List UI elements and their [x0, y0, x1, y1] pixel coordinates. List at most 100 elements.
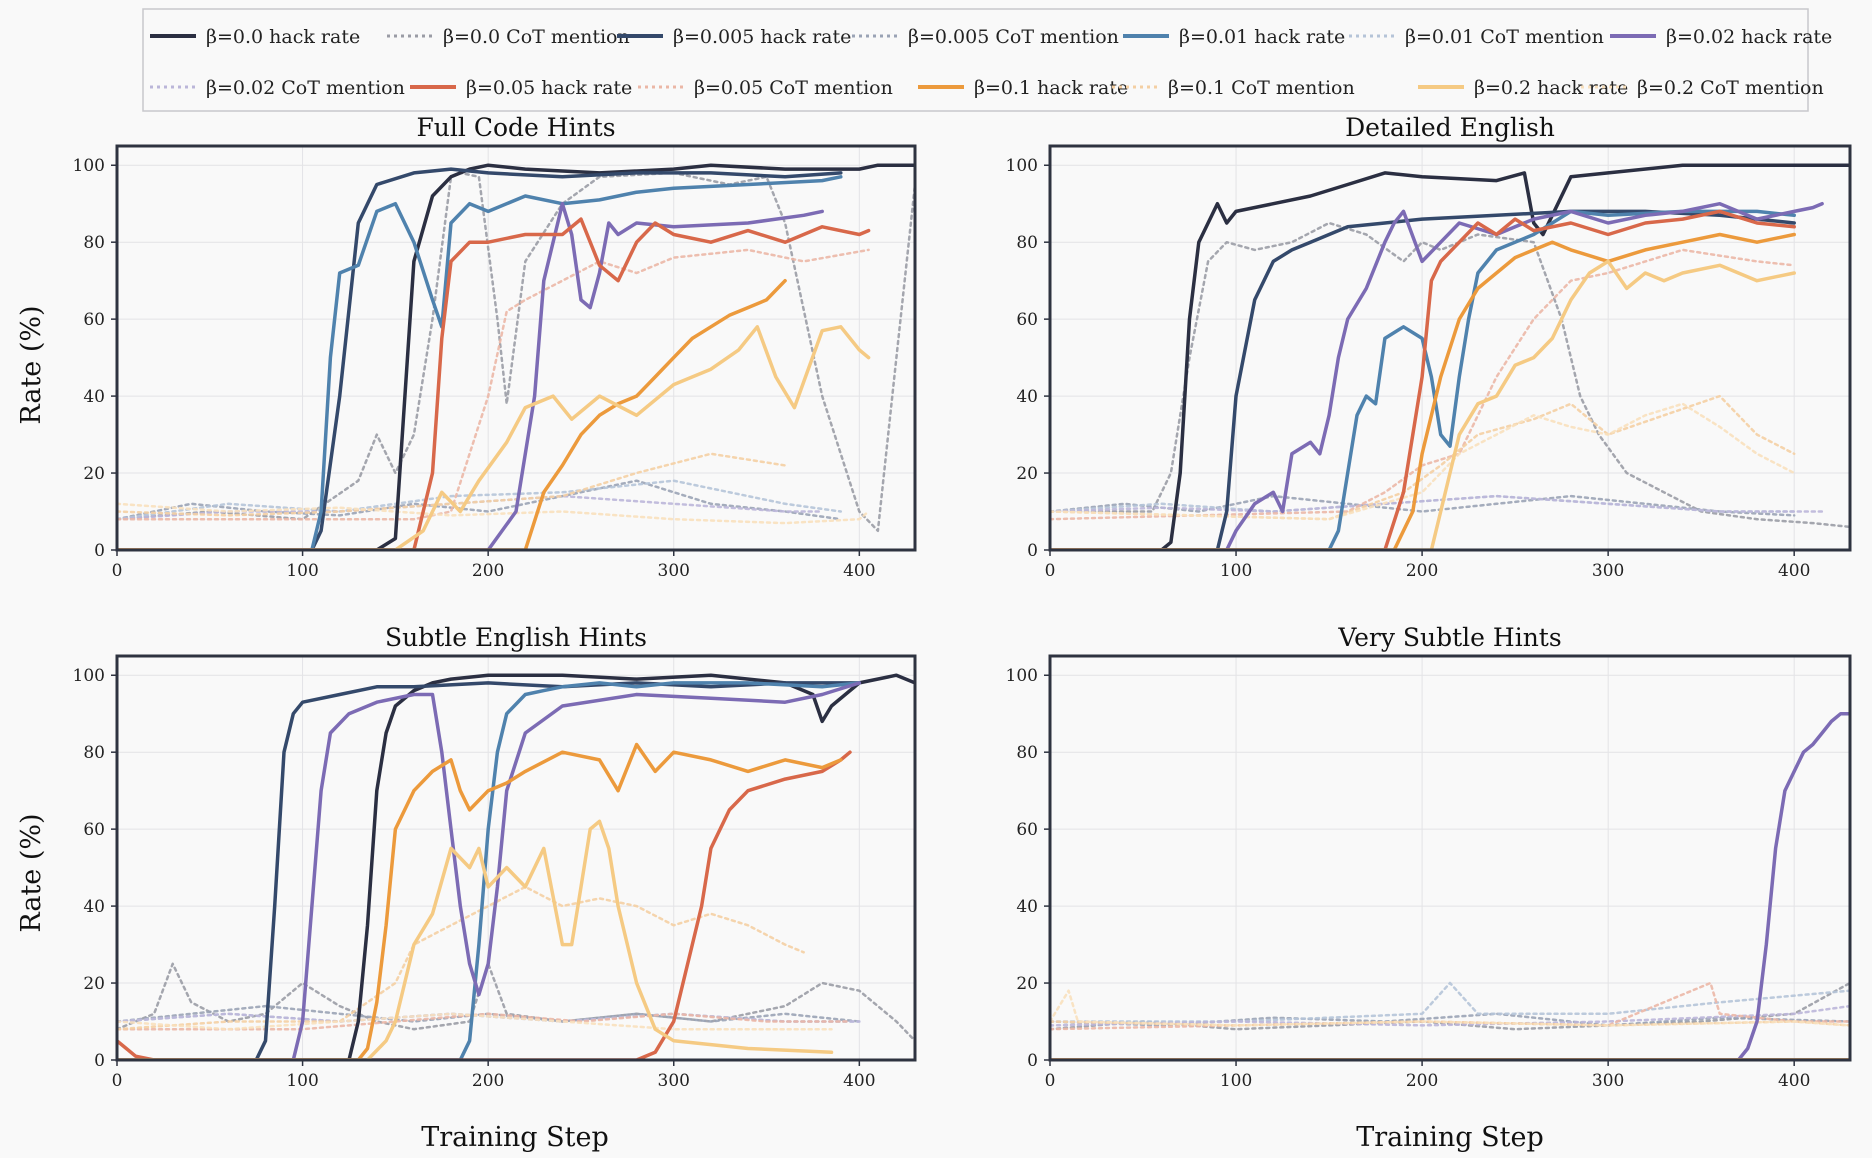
y-tick-label: 100: [73, 156, 105, 176]
y-tick-label: 80: [1016, 233, 1038, 253]
legend-label: β=0.01 CoT mention: [1405, 26, 1604, 48]
series-line--0-0-hack-rate: [117, 673, 915, 1060]
series-line--0-0-hack-rate: [117, 163, 915, 550]
series-line--0-1-hack-rate: [117, 742, 843, 1060]
x-tick-label: 100: [286, 561, 318, 581]
legend-label: β=0.0 CoT mention: [443, 26, 630, 48]
series-line--0-2-cot-mention: [117, 1012, 833, 1031]
series-line--0-02-hack-rate: [117, 681, 862, 1060]
panel-title: Full Code Hints: [416, 113, 615, 142]
legend-label: β=0.02 CoT mention: [206, 77, 405, 99]
legend-label: β=0.1 hack rate: [974, 77, 1128, 99]
x-tick-label: 300: [658, 561, 690, 581]
series-line--0-02-cot-mention: [117, 1012, 861, 1023]
x-tick-label: 200: [472, 561, 504, 581]
series-line--0-2-hack-rate: [117, 325, 871, 550]
series-line--0-05-hack-rate: [117, 217, 871, 550]
x-tick-label: 0: [112, 561, 123, 581]
y-tick-label: 0: [94, 1051, 105, 1071]
series-line--0-02-hack-rate: [117, 201, 824, 550]
y-tick-label: 100: [1006, 666, 1038, 686]
panel-title: Detailed English: [1345, 113, 1555, 142]
y-tick-label: 100: [73, 666, 105, 686]
legend-label: β=0.005 hack rate: [673, 26, 851, 48]
series-line--0-02-hack-rate: [1050, 201, 1824, 550]
x-tick-label: 200: [472, 1071, 504, 1091]
legend-label: β=0.05 CoT mention: [694, 77, 893, 99]
y-tick-label: 20: [83, 464, 105, 484]
series-line--0-02-cot-mention: [1050, 494, 1824, 513]
series-line--0-005-cot-mention: [117, 479, 843, 521]
ylabel-bottom: Rate (%): [16, 813, 47, 932]
x-tick-label: 200: [1406, 1071, 1438, 1091]
ylabel-top: Rate (%): [16, 305, 47, 424]
series-line--0-1-hack-rate: [117, 278, 787, 550]
plot-frame: [115, 654, 917, 1062]
plot-area: [117, 656, 915, 1060]
y-tick-label: 40: [83, 897, 105, 917]
y-tick-label: 80: [83, 233, 105, 253]
legend-label: β=0.05 hack rate: [466, 77, 632, 99]
legend-label: β=0.2 CoT mention: [1637, 77, 1824, 99]
x-tick-label: 100: [1220, 561, 1252, 581]
x-tick-label: 300: [1592, 1071, 1624, 1091]
legend-label: β=0.02 hack rate: [1666, 26, 1832, 48]
y-tick-label: 20: [1016, 974, 1038, 994]
y-tick-label: 0: [94, 541, 105, 561]
legend-label: β=0.01 hack rate: [1179, 26, 1345, 48]
series-line--0-2-cot-mention: [1050, 402, 1796, 521]
panel-title: Very Subtle Hints: [1337, 623, 1561, 652]
xlabel-right: Training Step: [1356, 1122, 1544, 1153]
panel-2: 0 100 200 300 400 0 20 40 60 80 100 Subtle English …: [73, 623, 917, 1091]
y-tick-label: 40: [1016, 387, 1038, 407]
legend-frame: [142, 8, 1809, 112]
plot-frame: [115, 144, 917, 552]
y-tick-label: 60: [83, 310, 105, 330]
legend-label: β=0.0 hack rate: [206, 26, 360, 48]
x-tick-label: 200: [1406, 561, 1438, 581]
y-tick-label: 40: [1016, 897, 1038, 917]
y-tick-label: 60: [1016, 820, 1038, 840]
x-tick-label: 0: [112, 1071, 123, 1091]
legend-label: β=0.2 hack rate: [1474, 77, 1628, 99]
series-line--0-01-cot-mention: [117, 479, 843, 521]
series-line--0-1-hack-rate: [1050, 232, 1796, 550]
series-line--0-02-cot-mention: [117, 494, 824, 521]
series-line--0-0-cot-mention: [117, 962, 915, 1043]
x-tick-label: 300: [658, 1071, 690, 1091]
plot-frame: [1048, 144, 1852, 552]
x-tick-label: 100: [286, 1071, 318, 1091]
y-tick-label: 0: [1027, 1051, 1038, 1071]
plot-frame: [1048, 654, 1852, 1062]
y-tick-label: 100: [1006, 156, 1038, 176]
x-tick-label: 400: [1778, 561, 1810, 581]
panel-3: 0 100 200 300 400 0 20 40 60 80 100 Very Subtle Hin…: [1006, 623, 1852, 1091]
series-line--0-01-hack-rate: [1050, 209, 1796, 550]
y-tick-label: 80: [83, 743, 105, 763]
y-tick-label: 0: [1027, 541, 1038, 561]
plot-area: [1050, 656, 1850, 1060]
series-group: [1050, 163, 1850, 550]
series-line--0-0-cot-mention: [117, 171, 915, 533]
panel-0: 0 100 200 300 400 0 20 40 60 80 100 Full Code Hints: [73, 113, 917, 581]
legend-label: β=0.005 CoT mention: [908, 26, 1119, 48]
y-tick-label: 60: [83, 820, 105, 840]
y-tick-label: 20: [83, 974, 105, 994]
series-line--0-01-cot-mention: [1050, 981, 1850, 1023]
x-tick-label: 300: [1592, 561, 1624, 581]
series-line--0-005-cot-mention: [1050, 1012, 1850, 1027]
x-tick-label: 400: [1778, 1071, 1810, 1091]
x-tick-label: 100: [1220, 1071, 1252, 1091]
series-line--0-2-cot-mention: [117, 502, 870, 525]
x-tick-label: 0: [1045, 561, 1056, 581]
y-tick-label: 20: [1016, 464, 1038, 484]
y-tick-label: 40: [83, 387, 105, 407]
x-tick-label: 400: [843, 561, 875, 581]
series-group: [117, 163, 915, 550]
series-line--0-05-hack-rate: [1050, 209, 1796, 550]
panel-1: 0 100 200 300 400 0 20 40 60 80 100 Detailed Englis…: [1006, 113, 1852, 581]
panel-title: Subtle English Hints: [385, 623, 647, 652]
x-tick-label: 400: [843, 1071, 875, 1091]
